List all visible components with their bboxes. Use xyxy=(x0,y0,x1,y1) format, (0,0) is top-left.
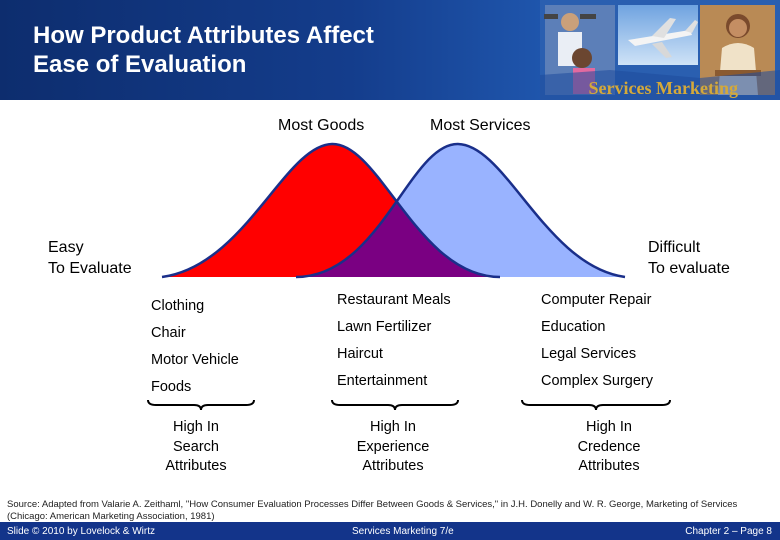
list-item: Education xyxy=(541,319,606,335)
attr-line: High In xyxy=(586,419,632,435)
attr-line: Credence xyxy=(577,438,641,455)
slide-title: How Product Attributes Affect Ease of Ev… xyxy=(33,21,374,79)
list-item: Chair xyxy=(151,325,186,341)
list-item: Entertainment xyxy=(337,373,428,389)
easy-label-line1: Easy xyxy=(48,239,84,256)
attr-line: Search xyxy=(173,438,219,455)
title-banner: How Product Attributes Affect Ease of Ev… xyxy=(0,0,780,100)
attr-line: Attributes xyxy=(362,458,424,474)
search-brace xyxy=(147,399,255,411)
footer-bar: Slide © 2010 by Lovelock & Wirtz Service… xyxy=(0,522,780,540)
attr-line: High In xyxy=(173,419,219,435)
slide-title-line2: Ease of Evaluation xyxy=(33,51,247,78)
slide-title-line1: How Product Attributes Affect xyxy=(33,22,374,49)
difficult-label-line1: Difficult xyxy=(648,239,701,256)
goods-curve-outline xyxy=(161,142,501,279)
list-item: Motor Vehicle xyxy=(151,352,239,368)
difficult-label-line2: To evaluate xyxy=(648,260,730,277)
brand-wordmark: Services Marketing xyxy=(588,78,738,98)
most-services-label: Most Services xyxy=(430,117,531,134)
easy-label-line2: To Evaluate xyxy=(48,260,132,277)
list-item: Foods xyxy=(151,379,192,395)
list-item: Lawn Fertilizer xyxy=(337,319,432,335)
attr-line: Experience xyxy=(356,438,430,455)
credence-brace xyxy=(521,399,671,411)
header-photo-collage xyxy=(540,0,780,100)
list-item: Haircut xyxy=(337,346,383,362)
experience-list: Restaurant Meals Lawn Fertilizer Haircut… xyxy=(337,292,451,400)
list-item: Computer Repair xyxy=(541,292,652,308)
search-goods-list: Clothing Chair Motor Vehicle Foods xyxy=(151,298,239,406)
attr-line: Attributes xyxy=(578,458,640,474)
airplane-photo xyxy=(618,5,698,65)
credence-list: Computer Repair Education Legal Services… xyxy=(541,292,653,400)
experience-brace xyxy=(331,399,459,411)
footer-page-number: Chapter 2 – Page 8 xyxy=(685,526,772,537)
services-curve-outline xyxy=(295,142,626,279)
source-citation: Source: Adapted from Valarie A. Zeithaml… xyxy=(7,499,738,522)
list-item: Complex Surgery xyxy=(541,373,654,389)
credence-attributes-label: High In Credence Attributes xyxy=(549,418,669,477)
attr-line: High In xyxy=(370,419,416,435)
list-item: Clothing xyxy=(151,298,205,314)
experience-attributes-label: High In Experience Attributes xyxy=(333,418,453,477)
attr-line: Attributes xyxy=(165,458,227,474)
footer-edition: Services Marketing 7/e xyxy=(352,526,454,537)
most-goods-label: Most Goods xyxy=(278,117,365,134)
difficult-to-evaluate-label: Difficult To evaluate xyxy=(648,237,730,279)
search-attributes-label: High In Search Attributes xyxy=(146,418,246,477)
footer-copyright: Slide © 2010 by Lovelock & Wirtz xyxy=(7,526,155,537)
easy-to-evaluate-label: Easy To Evaluate xyxy=(48,237,132,279)
evaluation-curve-diagram xyxy=(161,142,626,279)
list-item: Restaurant Meals xyxy=(337,292,451,308)
list-item: Legal Services xyxy=(541,346,637,362)
